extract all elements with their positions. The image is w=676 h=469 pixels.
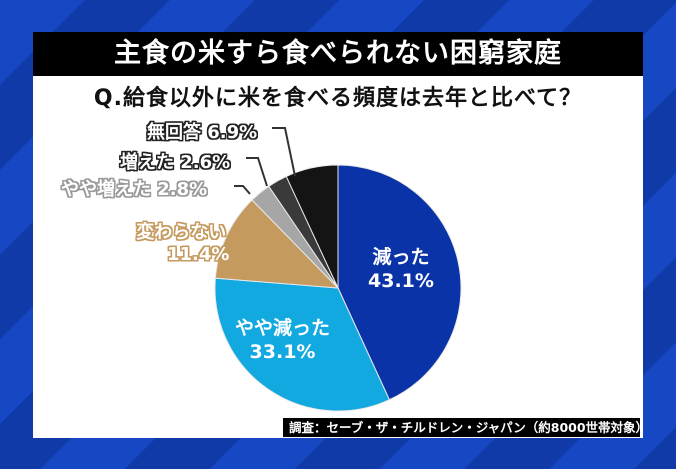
label-name: 減った	[372, 246, 430, 268]
label-increased: 増えた 2.6%	[120, 148, 230, 174]
leader-line-no-answer	[272, 127, 296, 177]
label-name: やや減った	[235, 317, 331, 339]
label-value: 2.6%	[180, 152, 231, 173]
label-name: 増えた	[120, 152, 174, 173]
slice-unchanged	[214, 199, 340, 289]
question-text: Q.給食以外に米を食べる頻度は去年と比べて？	[93, 86, 583, 111]
label-name: 無回答	[147, 122, 201, 143]
slice-decreased	[337, 164, 462, 401]
label-decreased: 減った 43.1%	[368, 245, 434, 293]
label-slightly-decreased: やや減った 33.1%	[235, 316, 330, 364]
slice-no-answer	[285, 164, 339, 289]
slice-slightly-decreased	[214, 277, 391, 412]
label-name: やや増えた	[61, 179, 151, 200]
label-value: 33.1%	[249, 341, 316, 363]
label-value: 6.9%	[207, 122, 258, 143]
leader-line-slightly-increased	[234, 185, 251, 195]
chart-title: 主食の米すら食べられない困窮家庭	[33, 32, 643, 76]
chart-panel: Q.給食以外に米を食べる頻度は去年と比べて？ 無回答 6.9% 増えた 2.6%…	[33, 76, 643, 438]
label-name: 変わらない	[136, 222, 227, 243]
label-value: 11.4%	[167, 244, 230, 265]
label-slightly-increased: やや増えた 2.8%	[61, 175, 207, 201]
label-value: 2.8%	[157, 179, 208, 200]
label-no-answer: 無回答 6.9%	[147, 118, 257, 144]
source-caption: 調査：セーブ・ザ・チルドレン・ジャパン（約8000世帯対象）	[283, 418, 648, 437]
label-value: 43.1%	[368, 270, 434, 292]
pie-chart	[214, 127, 462, 412]
leader-line-increased	[246, 157, 268, 187]
label-unchanged: 変わらない 11.4%	[133, 222, 229, 266]
